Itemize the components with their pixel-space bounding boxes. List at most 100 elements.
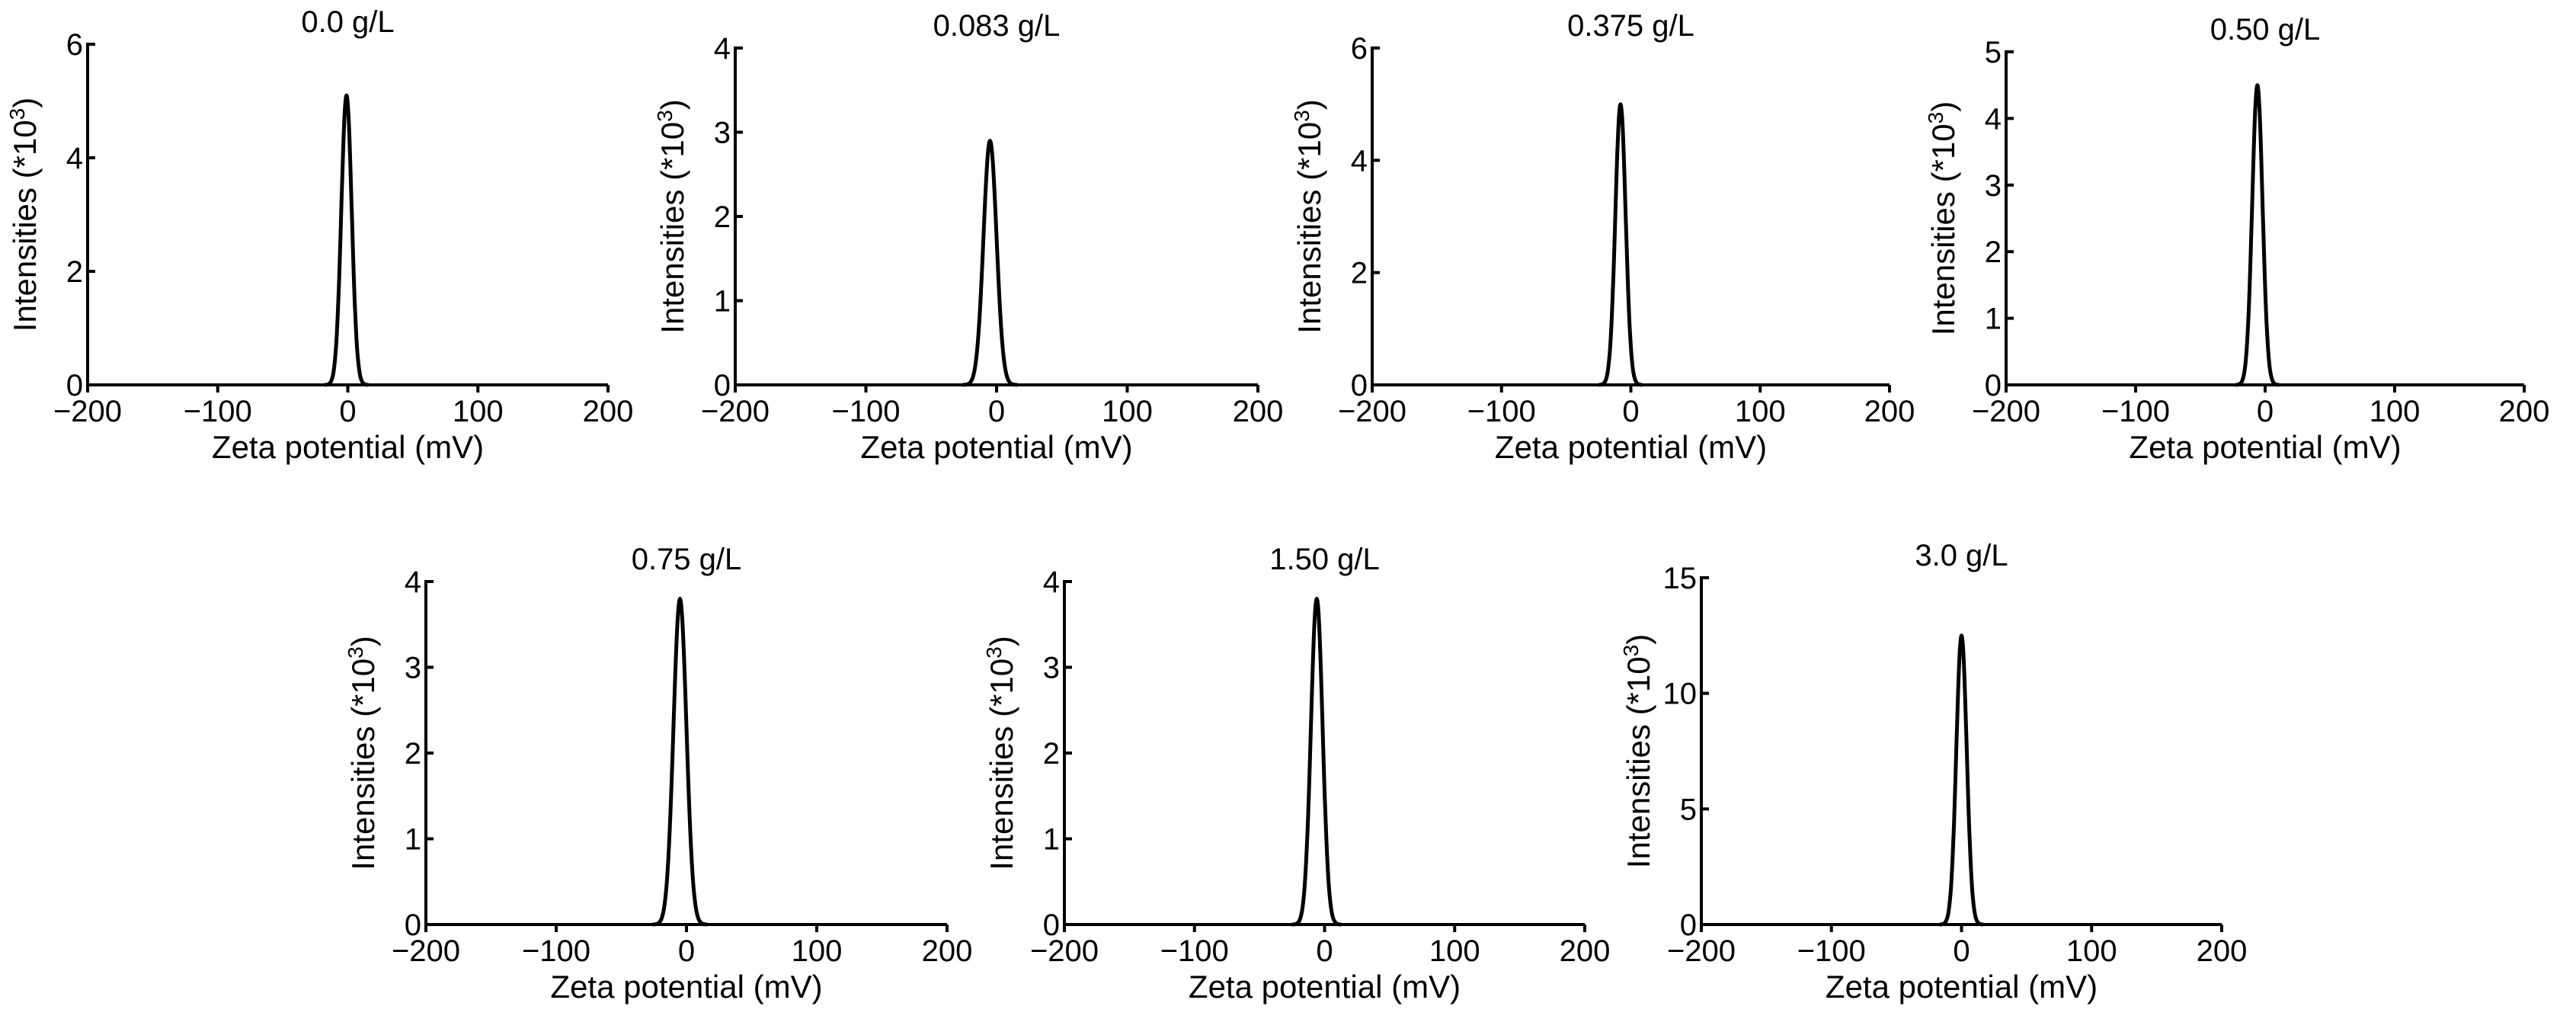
x-axis-label: Zeta potential (mV) — [1189, 969, 1461, 1005]
y-axis-label-exponent: 3 — [1619, 645, 1643, 657]
y-axis-label-main: Intensities (*10 — [1291, 122, 1327, 334]
x-tick-label: 200 — [2197, 934, 2248, 968]
x-tick-label: 100 — [2370, 395, 2421, 428]
y-tick-label: 2 — [714, 200, 731, 234]
x-tick-label: −100 — [831, 395, 900, 428]
y-tick-label: 4 — [1351, 144, 1368, 178]
x-tick-label: 0 — [1316, 934, 1333, 968]
y-axis-label: Intensities (*103) — [344, 636, 382, 870]
x-tick-label: −100 — [2101, 395, 2170, 428]
x-axis-label: Zeta potential (mV) — [860, 429, 1132, 465]
chart-panel: 0.75 g/L −200 −100 0 100 200 0 1 2 3 4 Zeta potenti… — [344, 543, 973, 1005]
x-axis-label: Zeta potential (mV) — [550, 969, 822, 1005]
x-tick-label: 100 — [1429, 934, 1480, 968]
y-axis-label-close: ) — [984, 636, 1019, 646]
y-axis-label: Intensities (*103) — [1924, 101, 1962, 335]
y-tick-label: 2 — [1351, 257, 1368, 290]
y-axis-label-main: Intensities (*10 — [1621, 656, 1656, 868]
y-tick-label: 4 — [66, 142, 83, 175]
distribution-curve — [1938, 633, 1985, 927]
y-tick-label: 4 — [714, 32, 731, 66]
y-axis-label: Intensities (*103) — [1290, 99, 1328, 333]
y-axis-label-close: ) — [1925, 101, 1961, 112]
x-tick-label: −200 — [1338, 395, 1406, 428]
x-tick-label: 100 — [453, 395, 504, 428]
y-tick-label: 2 — [405, 737, 421, 771]
x-tick-label: 200 — [1864, 395, 1915, 428]
x-axis-label: Zeta potential (mV) — [1826, 969, 2098, 1005]
y-tick-label: 0 — [1985, 369, 2002, 402]
y-tick-label: 15 — [1663, 562, 1698, 595]
x-tick-label: −100 — [184, 395, 252, 428]
y-axis-label-exponent: 3 — [982, 646, 1006, 659]
y-axis-label-main: Intensities (*10 — [1925, 123, 1961, 335]
chart-panel: 0.375 g/L −200 −100 0 100 200 0 2 4 6 Zeta potenti… — [1290, 9, 1915, 465]
x-tick-label: −100 — [1797, 934, 1866, 968]
x-tick-label: −100 — [522, 934, 590, 968]
chart-title: 0.0 g/L — [301, 5, 394, 39]
x-tick-label: 100 — [1735, 395, 1786, 428]
y-tick-label: 6 — [66, 28, 83, 62]
y-axis-label-exponent: 3 — [1924, 112, 1947, 124]
chart-title: 0.75 g/L — [632, 543, 742, 576]
y-tick-label: 0 — [1680, 909, 1697, 942]
x-tick-label: 0 — [988, 395, 1005, 428]
chart-panel: 0.50 g/L −200 −100 0 100 200 0 1 2 3 4 5 Zeta potent… — [1924, 13, 2550, 465]
y-tick-label: 4 — [1043, 566, 1060, 599]
x-tick-label: −100 — [1467, 395, 1536, 428]
x-tick-label: −200 — [1030, 934, 1099, 968]
chart-panel: 3.0 g/L −200 −100 0 100 200 0 5 10 15 Zeta potenti… — [1619, 539, 2248, 1005]
y-axis-label: Intensities (*103) — [982, 636, 1020, 870]
x-tick-label: 0 — [339, 395, 356, 428]
distribution-curve — [2234, 83, 2281, 387]
y-tick-label: 4 — [405, 566, 421, 599]
y-tick-label: 10 — [1663, 678, 1698, 711]
y-tick-label: 0 — [405, 909, 421, 942]
y-tick-label: 1 — [714, 285, 731, 319]
y-tick-label: 1 — [1043, 823, 1060, 857]
x-tick-label: −200 — [1972, 395, 2040, 428]
y-tick-label: 6 — [1351, 32, 1368, 66]
x-tick-label: 200 — [1560, 934, 1611, 968]
y-tick-label: 2 — [66, 255, 83, 289]
x-axis-label: Zeta potential (mV) — [1495, 429, 1767, 465]
chart-panel: 1.50 g/L −200 −100 0 100 200 0 1 2 3 4 Zeta potenti… — [982, 543, 1611, 1005]
y-tick-label: 2 — [1043, 737, 1060, 771]
y-axis-label-exponent: 3 — [344, 646, 367, 659]
y-tick-label: 0 — [66, 369, 83, 402]
y-tick-label: 3 — [405, 652, 421, 685]
x-tick-label: 100 — [792, 934, 843, 968]
chart-panel: 0.0 g/L −200 −100 0 100 200 0 2 4 6 Zeta potential… — [5, 5, 634, 465]
distribution-curve — [1597, 102, 1644, 387]
y-axis-label-main: Intensities (*10 — [345, 659, 381, 870]
distribution-curve — [323, 93, 370, 387]
y-axis-label-close: ) — [345, 636, 381, 646]
x-tick-label: −200 — [392, 934, 460, 968]
distribution-curve — [651, 597, 709, 927]
x-tick-label: 200 — [583, 395, 634, 428]
y-axis-label-main: Intensities (*10 — [984, 659, 1019, 870]
y-axis-label-exponent: 3 — [1290, 110, 1314, 122]
y-tick-label: 1 — [1985, 303, 2002, 336]
x-tick-label: 0 — [1953, 934, 1970, 968]
chart-title: 1.50 g/L — [1269, 543, 1380, 576]
y-axis-label-close: ) — [7, 98, 43, 108]
y-tick-label: 0 — [1043, 909, 1060, 942]
y-tick-label: 0 — [714, 369, 731, 402]
x-tick-label: 200 — [1233, 395, 1284, 428]
chart-panel: 0.083 g/L −200 −100 0 100 200 0 1 2 3 4 Zeta potent… — [653, 9, 1284, 465]
y-tick-label: 1 — [405, 823, 421, 857]
x-tick-label: 100 — [1102, 395, 1153, 428]
x-tick-label: −200 — [701, 395, 770, 428]
x-tick-label: −200 — [53, 395, 122, 428]
x-tick-label: 0 — [1622, 395, 1639, 428]
y-axis-label: Intensities (*103) — [653, 99, 691, 333]
chart-title: 3.0 g/L — [1915, 539, 2008, 572]
x-tick-label: 0 — [678, 934, 695, 968]
distribution-curve — [1291, 597, 1343, 927]
x-tick-label: 200 — [922, 934, 973, 968]
y-tick-label: 0 — [1351, 369, 1368, 402]
x-axis-label: Zeta potential (mV) — [2129, 429, 2401, 465]
y-tick-label: 4 — [1985, 102, 2002, 136]
y-axis-label-close: ) — [1621, 634, 1656, 645]
